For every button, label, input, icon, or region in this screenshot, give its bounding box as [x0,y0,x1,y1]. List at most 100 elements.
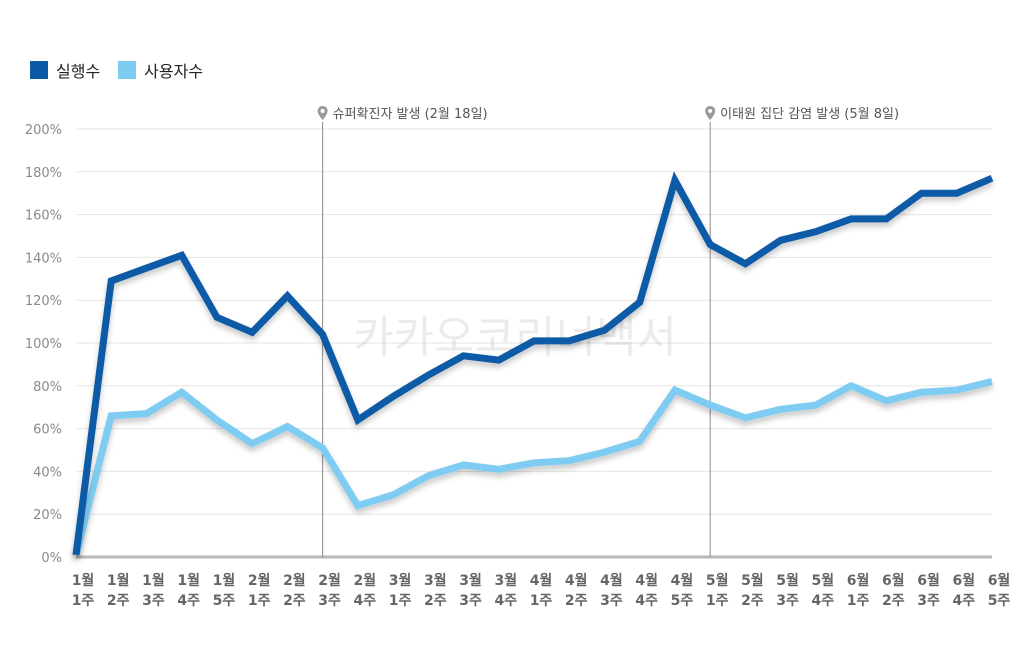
x-tick-week: 3주 [459,593,482,609]
x-tick-label: 5월 4주 [812,572,835,609]
y-tick-label: 160% [25,209,62,224]
x-tick-week: 1주 [706,593,729,609]
x-tick-label: 2월 4주 [354,572,377,609]
x-tick-week: 5주 [671,593,694,609]
y-tick-label: 0% [41,551,62,566]
x-tick-month: 6월 [882,572,905,589]
x-tick-month: 2월 [318,572,341,589]
x-tick-month: 3월 [459,572,482,589]
y-tick-label: 200% [25,123,62,138]
x-tick-month: 4월 [600,572,623,589]
x-tick-month: 4월 [530,572,553,589]
x-tick-label: 2월 3주 [318,572,341,609]
event-annotation-label: 슈퍼확진자 발생 (2월 18일) [333,107,488,122]
legend-item-executions: 실행수 [30,58,100,82]
x-tick-label: 5월 3주 [776,572,799,609]
x-tick-week: 3주 [142,593,165,609]
x-tick-label: 1월 2주 [107,572,130,609]
x-tick-month: 2월 [283,572,306,589]
series-line-users [72,378,993,556]
x-tick-month: 4월 [565,572,588,589]
x-tick-week: 4주 [635,593,658,609]
map-pin-hole [708,109,713,113]
x-tick-label: 6월 4주 [952,572,975,609]
event-annotation-label: 이태원 집단 감염 발생 (5월 8일) [720,107,899,122]
x-tick-label: 6월 3주 [917,572,940,609]
x-tick-label: 4월 5주 [671,572,694,609]
x-tick-label: 4월 1주 [530,572,553,609]
x-tick-month: 2월 [248,572,271,589]
watermark-text: 카카오코리너백서 [353,312,677,363]
y-tick-label: 180% [25,166,62,181]
map-pin-icon [705,106,716,120]
x-tick-week: 1주 [72,593,95,609]
x-tick-week: 2주 [424,593,447,609]
x-tick-month: 1월 [107,572,130,589]
x-tick-month: 5월 [776,572,799,589]
x-tick-label: 3월 4주 [494,572,517,609]
x-tick-label: 4월 2주 [565,572,588,609]
x-tick-week: 3주 [600,593,623,609]
x-tick-week: 2주 [283,593,306,609]
x-tick-month: 3월 [494,572,517,589]
x-tick-month: 1월 [213,572,236,589]
x-tick-week: 1주 [847,593,870,609]
x-tick-label: 3월 3주 [459,572,482,609]
legend: 실행수 사용자수 [30,58,203,82]
y-tick-label: 20% [33,508,62,523]
x-tick-label: 2월 2주 [283,572,306,609]
x-tick-month: 2월 [354,572,377,589]
x-tick-label: 5월 2주 [741,572,764,609]
x-tick-label: 4월 4주 [635,572,658,609]
x-tick-week: 2주 [565,593,588,609]
y-tick-label: 140% [25,251,62,266]
x-tick-week: 2주 [107,593,130,609]
x-tick-week: 4주 [952,593,975,609]
map-pin-hole [320,109,325,113]
x-tick-week: 1주 [248,593,271,609]
legend-swatch-executions [30,61,48,79]
x-tick-month: 4월 [635,572,658,589]
x-tick-week: 3주 [917,593,940,609]
x-tick-week: 2주 [882,593,905,609]
x-tick-week: 2주 [741,593,764,609]
x-tick-month: 6월 [917,572,940,589]
x-tick-label: 1월 1주 [72,572,95,609]
x-tick-week: 1주 [530,593,553,609]
x-tick-label: 5월 1주 [706,572,729,609]
x-tick-label: 1월 4주 [177,572,200,609]
x-tick-month: 5월 [741,572,764,589]
x-tick-week: 3주 [776,593,799,609]
x-tick-label: 3월 2주 [424,572,447,609]
y-tick-label: 100% [25,337,62,352]
x-tick-month: 1월 [72,572,95,589]
map-pin-icon [317,106,328,120]
x-tick-label: 6월 2주 [882,572,905,609]
x-tick-label: 4월 3주 [600,572,623,609]
legend-item-users: 사용자수 [118,58,203,82]
x-tick-month: 4월 [671,572,694,589]
x-tick-month: 6월 [952,572,975,589]
x-tick-week: 3주 [318,593,341,609]
x-tick-label: 1월 3주 [142,572,165,609]
x-tick-week: 4주 [812,593,835,609]
x-tick-month: 1월 [177,572,200,589]
x-tick-month: 3월 [389,572,412,589]
x-tick-week: 1주 [389,593,412,609]
y-tick-label: 40% [33,465,62,480]
legend-swatch-users [118,61,137,79]
x-tick-week: 4주 [177,593,200,609]
y-tick-label: 120% [25,294,62,309]
x-tick-label: 1월 5주 [213,572,236,609]
x-tick-month: 3월 [424,572,447,589]
y-tick-label: 80% [33,380,62,395]
x-tick-label: 2월 1주 [248,572,271,609]
x-tick-month: 5월 [812,572,835,589]
x-tick-week: 4주 [354,593,377,609]
y-tick-label: 60% [33,423,62,438]
x-tick-week: 4주 [494,593,517,609]
legend-label-users: 사용자수 [144,62,204,81]
x-tick-month: 1월 [142,572,165,589]
series-line-executions [72,171,994,556]
